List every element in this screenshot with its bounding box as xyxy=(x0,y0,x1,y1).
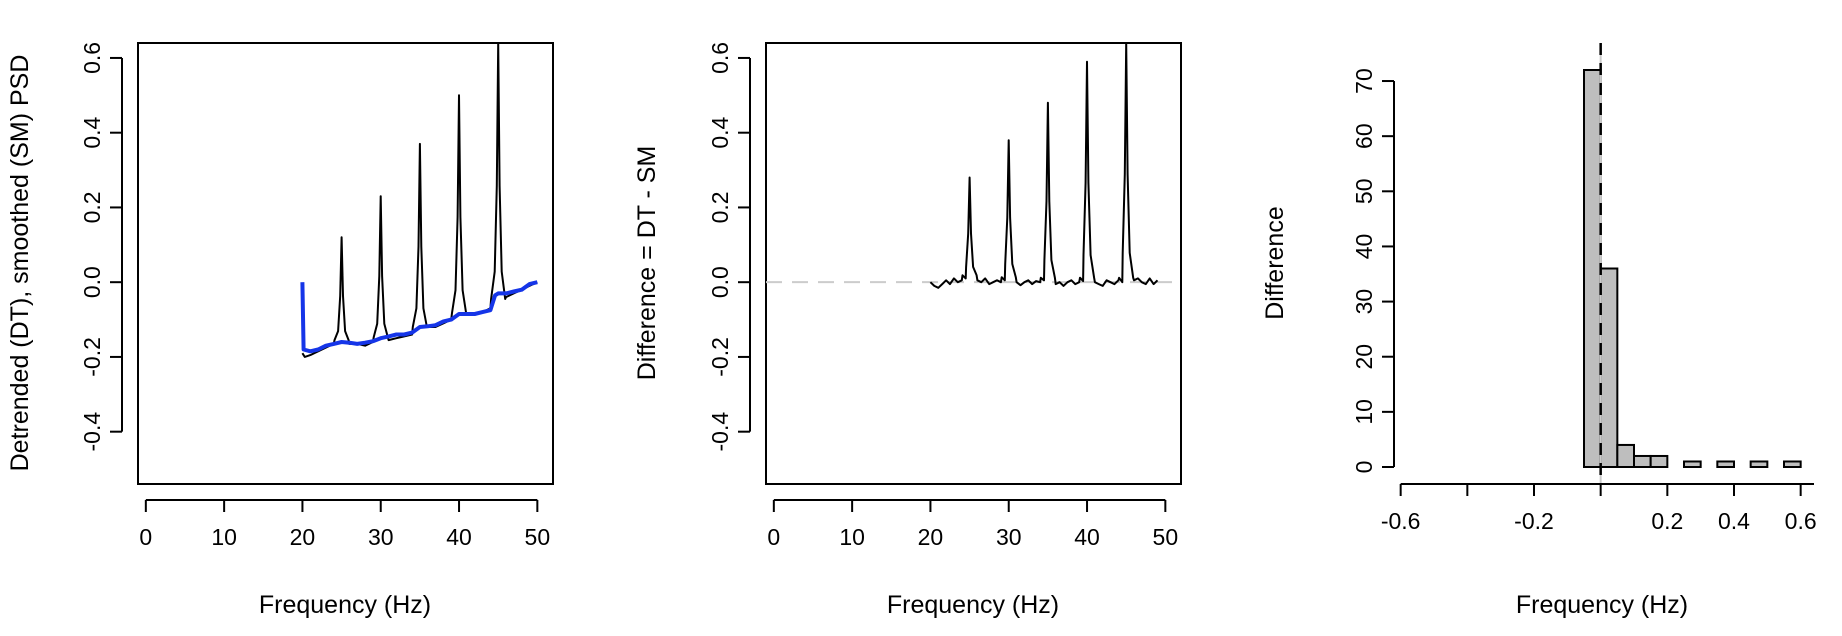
y-tick-label: 60 xyxy=(1351,123,1377,149)
x-axis-ticks: -0.6 -0.2 0.2 0.4 0.6 xyxy=(1381,483,1817,534)
y-tick-label: 0.0 xyxy=(79,266,105,298)
y-tick-label: 10 xyxy=(1351,399,1377,425)
x-tick-label: -0.2 xyxy=(1514,508,1554,534)
y-tick-label: 0 xyxy=(1351,461,1377,474)
y-axis-label: Difference xyxy=(1261,206,1289,320)
dt-series-line xyxy=(301,42,538,358)
x-axis-label: Frequency (Hz) xyxy=(259,591,431,619)
histogram-bar xyxy=(1749,460,1769,469)
panel-difference: 0 10 20 30 40 50 -0.4 -0.2 0.0 0.2 0.4 0.6 Frequen… xyxy=(633,42,1182,619)
y-tick-label: 0.4 xyxy=(707,117,733,149)
x-tick-label: 20 xyxy=(918,524,944,550)
x-tick-label: 30 xyxy=(368,524,394,550)
x-tick-label: -0.6 xyxy=(1381,508,1421,534)
y-tick-label: 0.2 xyxy=(707,191,733,223)
y-axis-ticks: -0.4 -0.2 0.0 0.2 0.4 0.6 xyxy=(707,42,751,452)
x-axis-ticks: 0 10 20 30 40 50 xyxy=(139,499,551,550)
x-tick-label: 50 xyxy=(1153,524,1179,550)
y-tick-label: 0.6 xyxy=(707,42,733,74)
y-tick-label: -0.2 xyxy=(79,337,105,377)
y-tick-label: -0.4 xyxy=(707,412,733,452)
x-tick-label: 10 xyxy=(839,524,865,550)
x-axis-ticks: 0 10 20 30 40 50 xyxy=(767,499,1179,550)
histogram-bar xyxy=(1616,443,1636,469)
y-tick-label: -0.4 xyxy=(79,412,105,452)
histogram-bar xyxy=(1583,69,1602,468)
histogram-bar xyxy=(1599,267,1619,468)
x-tick-label: 10 xyxy=(211,524,237,550)
y-axis-ticks: 0 10 20 30 40 50 60 70 xyxy=(1351,68,1395,474)
x-axis-label: Frequency (Hz) xyxy=(1516,591,1688,619)
x-tick-label: 50 xyxy=(525,524,551,550)
panel-histogram: -0.6 -0.2 0.2 0.4 0.6 0 10 20 30 40 50 60 70 Freque… xyxy=(1261,43,1817,619)
panel-psd: 0 10 20 30 40 50 -0.4 -0.2 0.0 0.2 0.4 0.6 Frequen… xyxy=(6,42,554,619)
plot-frame xyxy=(765,42,1182,485)
x-tick-label: 30 xyxy=(996,524,1022,550)
histogram-bar xyxy=(1649,454,1669,469)
x-tick-label: 0 xyxy=(139,524,152,550)
y-tick-label: -0.2 xyxy=(707,337,733,377)
y-axis-ticks: -0.4 -0.2 0.0 0.2 0.4 0.6 xyxy=(79,42,123,452)
x-tick-label: 0.6 xyxy=(1785,508,1817,534)
x-tick-label: 40 xyxy=(446,524,472,550)
plot-area xyxy=(766,42,1181,289)
x-tick-label: 20 xyxy=(290,524,316,550)
y-tick-label: 20 xyxy=(1351,344,1377,370)
y-tick-label: 0.2 xyxy=(79,191,105,223)
y-tick-label: 30 xyxy=(1351,289,1377,315)
histogram-bar xyxy=(1716,460,1736,469)
x-tick-label: 0.2 xyxy=(1651,508,1683,534)
y-tick-label: 40 xyxy=(1351,234,1377,260)
y-tick-label: 70 xyxy=(1351,68,1377,94)
y-axis-label: Detrended (DT), smoothed (SM) PSD xyxy=(6,55,34,472)
y-tick-label: 0.4 xyxy=(79,117,105,149)
histogram-bar xyxy=(1683,460,1702,469)
sm-series-line xyxy=(300,280,538,354)
y-tick-label: 50 xyxy=(1351,179,1377,205)
y-tick-label: 0.6 xyxy=(79,42,105,74)
plot-area xyxy=(300,42,538,358)
plot-area xyxy=(1583,43,1802,484)
histogram-bar xyxy=(1783,460,1802,469)
dt-series-line xyxy=(929,42,1159,289)
y-axis-label: Difference = DT - SM xyxy=(633,146,661,381)
x-tick-label: 0.4 xyxy=(1718,508,1750,534)
histogram-bar xyxy=(1633,454,1652,469)
plot-frame xyxy=(137,42,554,485)
y-tick-label: 0.0 xyxy=(707,266,733,298)
x-tick-label: 0 xyxy=(767,524,780,550)
x-tick-label: 40 xyxy=(1074,524,1100,550)
x-axis-label: Frequency (Hz) xyxy=(887,591,1059,619)
